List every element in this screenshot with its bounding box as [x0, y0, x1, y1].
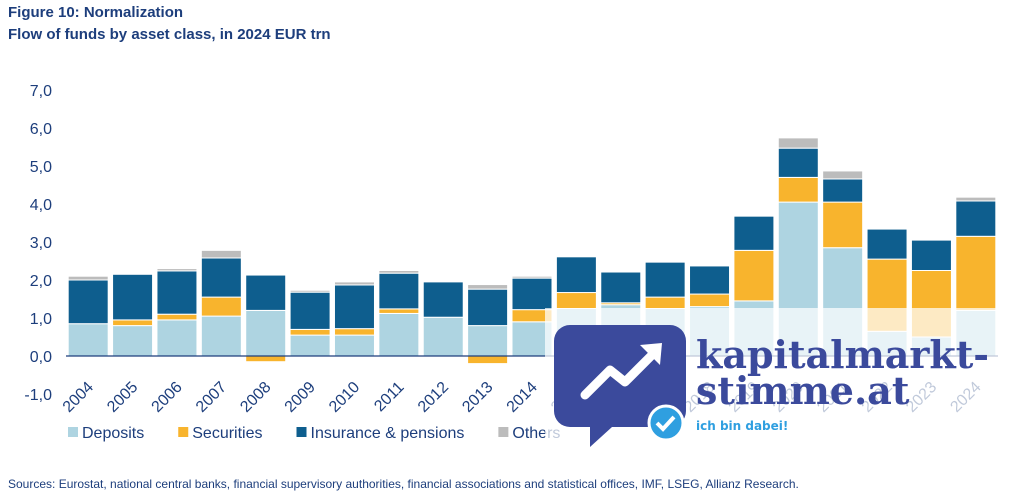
y-tick-label: 4,0 — [30, 197, 52, 214]
bar-segment — [200, 249, 242, 259]
bar-segment — [200, 315, 242, 357]
bar-segment — [866, 228, 908, 260]
legend-label: Securities — [192, 425, 262, 442]
bar-segment — [467, 325, 509, 357]
bar-segment — [822, 178, 864, 203]
bar-segment — [112, 273, 154, 321]
bar-segment — [644, 261, 686, 298]
bar-segment — [245, 309, 287, 357]
bar-segment — [644, 296, 686, 310]
bar-segment — [67, 275, 109, 281]
watermark-arrow — [580, 347, 660, 400]
x-tick-label: 2008 — [237, 379, 274, 416]
bar-segment — [689, 293, 731, 308]
bar-segment — [156, 268, 198, 272]
y-tick-label: 0,0 — [30, 349, 52, 366]
legend-label: Insurance & pensions — [311, 425, 465, 442]
bar-segment — [511, 275, 553, 279]
y-tick-label: 2,0 — [30, 273, 52, 290]
bar-segment — [289, 291, 331, 330]
bar-segment — [378, 312, 420, 357]
bar-segment — [955, 200, 997, 237]
bar-segment — [200, 296, 242, 317]
bar-segment — [112, 319, 154, 327]
y-tick-label: 7,0 — [30, 83, 52, 100]
x-tick-label: 2009 — [282, 379, 319, 416]
bar-segment — [555, 256, 597, 294]
watermark-tagline: ich bin dabei! — [696, 419, 788, 433]
bar-segment — [733, 249, 775, 302]
bar-segment — [289, 289, 331, 293]
y-tick-label: 3,0 — [30, 235, 52, 252]
bar-segment — [112, 325, 154, 357]
x-tick-label: 2014 — [504, 379, 541, 416]
bar-segment — [378, 272, 420, 310]
chart-subtitle: Flow of funds by asset class, in 2024 EU… — [8, 26, 331, 43]
legend-swatch — [296, 427, 307, 437]
watermark: kapitalmarkt-stimme.at ich bin dabei! — [545, 308, 1005, 447]
source-note: Sources: Eurostat, national central bank… — [8, 477, 799, 491]
bar-segment — [467, 288, 509, 327]
bar-segment — [245, 355, 287, 363]
bar-segment — [67, 323, 109, 357]
x-tick-label: 2005 — [104, 379, 141, 416]
bar-segment — [467, 355, 509, 365]
legend-label: Deposits — [82, 425, 144, 442]
watermark-arrowhead — [640, 343, 662, 365]
bar-segment — [733, 215, 775, 251]
bar-segment — [600, 271, 642, 304]
bar-segment — [289, 334, 331, 357]
bar-segment — [422, 281, 464, 318]
x-tick-label: 2006 — [149, 379, 186, 416]
bar-segment — [777, 137, 819, 149]
y-tick-label: 5,0 — [30, 159, 52, 176]
x-tick-label: 2013 — [459, 379, 496, 416]
bar-segment — [777, 147, 819, 178]
bar-segment — [467, 284, 509, 290]
bar-segment — [378, 270, 420, 274]
x-tick-label: 2007 — [193, 379, 230, 416]
bar-segment — [777, 176, 819, 203]
bar-segment — [156, 313, 198, 321]
bar-segment — [333, 281, 375, 286]
bar-segment — [333, 334, 375, 357]
watermark-checkmark — [655, 415, 676, 432]
legend-swatch — [498, 427, 509, 437]
bar-segment — [289, 328, 331, 336]
bar-segment — [422, 316, 464, 357]
y-tick-label: 1,0 — [30, 311, 52, 328]
bar-segment — [200, 257, 242, 298]
bar-segment — [333, 284, 375, 330]
x-tick-label: 2010 — [326, 379, 363, 416]
y-tick-label: -1,0 — [24, 387, 52, 404]
legend-swatch — [178, 427, 189, 437]
x-tick-label: 2012 — [415, 379, 452, 416]
y-tick-label: 6,0 — [30, 121, 52, 138]
bar-segment — [689, 265, 731, 295]
x-tick-label: 2011 — [371, 379, 407, 415]
legend-swatch — [68, 427, 78, 437]
x-tick-label: 2004 — [60, 379, 97, 416]
bar-segment — [555, 292, 597, 310]
bar-segment — [333, 328, 375, 336]
bar-segment — [910, 239, 952, 272]
bar-segment — [156, 270, 198, 315]
watermark-text: kapitalmarkt- — [696, 332, 989, 377]
bar-segment — [67, 279, 109, 325]
bar-segment — [245, 274, 287, 311]
watermark-text: stimme.at — [696, 368, 910, 413]
bar-segment — [955, 235, 997, 311]
bar-segment — [378, 308, 420, 314]
chart-title: Figure 10: Normalization — [8, 4, 183, 21]
bar-segment — [822, 201, 864, 249]
bar-segment — [822, 170, 864, 180]
bar-segment — [511, 277, 553, 311]
bar-segment — [955, 196, 997, 202]
bar-segment — [156, 319, 198, 357]
